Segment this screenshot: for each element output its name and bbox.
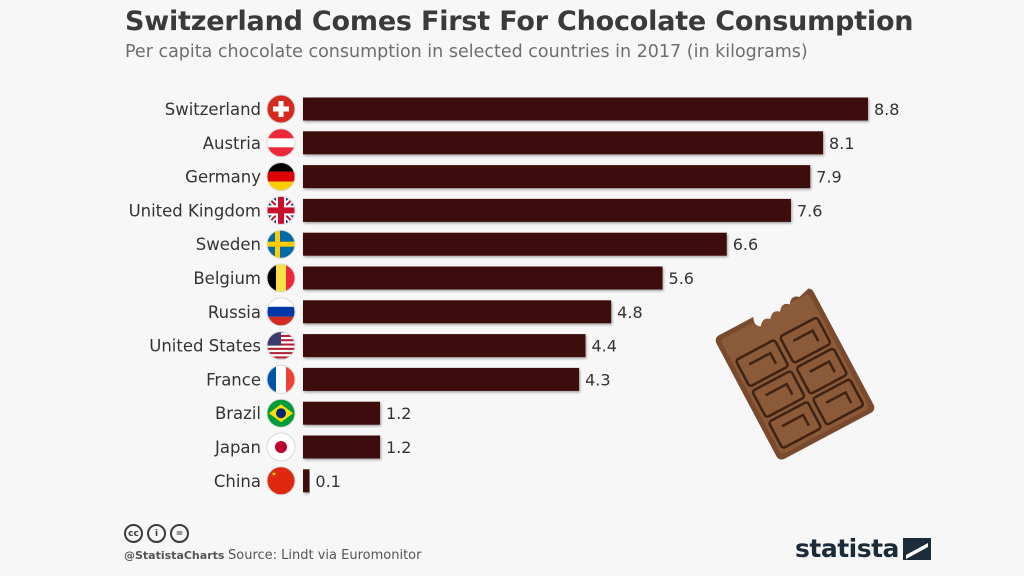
bar xyxy=(303,131,824,155)
cc-icon: cc xyxy=(124,524,143,543)
belgium-flag-icon xyxy=(266,263,296,293)
uk-flag-icon xyxy=(266,195,296,225)
chart-title: Switzerland Comes First For Chocolate Co… xyxy=(125,6,914,37)
france-flag-icon xyxy=(266,364,296,394)
japan-flag-icon xyxy=(266,432,296,462)
value-label: 7.6 xyxy=(797,201,822,220)
country-label: Sweden xyxy=(196,235,261,254)
bar xyxy=(303,469,310,493)
brand-text: statista xyxy=(795,534,899,563)
value-label: 5.6 xyxy=(669,269,694,288)
germany-flag-icon xyxy=(266,162,296,192)
statista-logo-icon xyxy=(902,537,931,560)
country-label: France xyxy=(206,370,261,389)
brazil-flag-icon xyxy=(266,398,296,428)
country-label: Brazil xyxy=(215,404,261,423)
value-label: 1.2 xyxy=(386,404,411,423)
bar xyxy=(303,232,727,256)
value-label: 4.3 xyxy=(585,370,610,389)
china-flag-icon xyxy=(266,466,296,496)
nd-icon: = xyxy=(170,524,189,543)
country-label: Japan xyxy=(214,438,261,457)
bar xyxy=(303,367,580,391)
value-label: 4.8 xyxy=(617,303,642,322)
usa-flag-icon xyxy=(266,331,296,361)
source-note: Source: Lindt via Euromonitor xyxy=(228,548,422,563)
by-icon: i xyxy=(147,524,166,543)
value-label: 8.8 xyxy=(874,100,899,119)
value-label: 0.1 xyxy=(315,472,340,491)
country-label: United Kingdom xyxy=(129,201,261,220)
bar xyxy=(303,401,381,425)
country-label: China xyxy=(214,472,261,491)
value-label: 4.4 xyxy=(592,337,617,356)
country-label: Germany xyxy=(185,168,261,187)
value-label: 1.2 xyxy=(386,438,411,457)
value-label: 8.1 xyxy=(829,134,854,153)
bar xyxy=(303,97,868,121)
sweden-flag-icon xyxy=(266,229,296,259)
statista-logo: statista xyxy=(795,534,931,563)
country-label: Switzerland xyxy=(165,100,261,119)
license-icons: cc i = xyxy=(124,524,189,543)
austria-flag-icon xyxy=(266,128,296,158)
bar xyxy=(303,300,612,324)
social-handle: @StatistaCharts xyxy=(124,549,225,562)
chart-subtitle: Per capita chocolate consumption in sele… xyxy=(125,42,808,62)
bar xyxy=(303,165,811,189)
russia-flag-icon xyxy=(266,297,296,327)
country-label: Russia xyxy=(208,303,261,322)
bar xyxy=(303,266,663,290)
switzerland-flag-icon xyxy=(266,94,296,124)
bar xyxy=(303,198,791,222)
value-label: 6.6 xyxy=(733,235,758,254)
bar xyxy=(303,334,586,358)
country-label: United States xyxy=(149,337,261,356)
country-label: Austria xyxy=(203,134,261,153)
chocolate-bar-icon xyxy=(708,277,875,460)
country-label: Belgium xyxy=(193,269,261,288)
bar xyxy=(303,435,381,459)
value-label: 7.9 xyxy=(816,168,841,187)
